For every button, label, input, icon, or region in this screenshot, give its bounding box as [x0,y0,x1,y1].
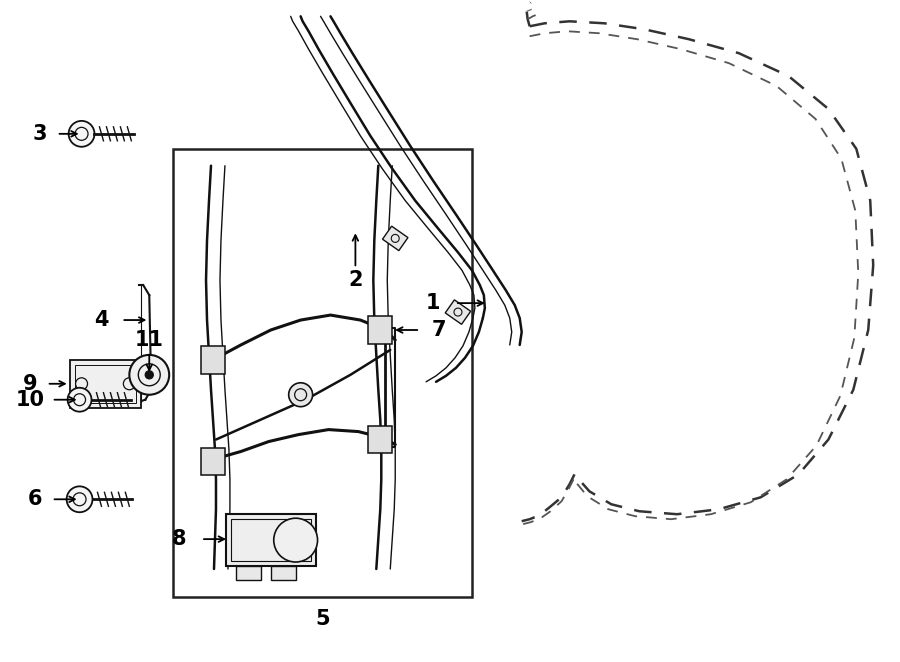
Text: 4: 4 [94,310,109,330]
Bar [368,316,392,344]
Text: 2: 2 [348,270,363,290]
Circle shape [68,121,94,147]
Circle shape [145,371,153,379]
Text: 8: 8 [172,529,186,549]
Bar [75,365,136,402]
Bar [446,300,471,324]
Bar [173,149,472,597]
Text: 6: 6 [28,489,42,509]
Bar [226,514,316,566]
Text: 3: 3 [32,124,47,144]
Circle shape [67,487,93,512]
Bar [231,519,310,561]
Circle shape [289,383,312,406]
Bar [368,426,392,453]
Circle shape [130,355,169,395]
Text: 11: 11 [135,330,164,350]
Text: 1: 1 [426,293,440,313]
Text: 10: 10 [15,390,44,410]
Bar [69,360,141,408]
Bar [382,226,408,251]
Bar [236,566,261,580]
Bar [201,346,225,374]
Text: 9: 9 [22,374,37,394]
Text: 7: 7 [432,320,446,340]
Bar [271,566,296,580]
Circle shape [68,388,92,412]
Bar [201,448,225,475]
Circle shape [274,518,318,562]
Text: 5: 5 [315,609,329,629]
